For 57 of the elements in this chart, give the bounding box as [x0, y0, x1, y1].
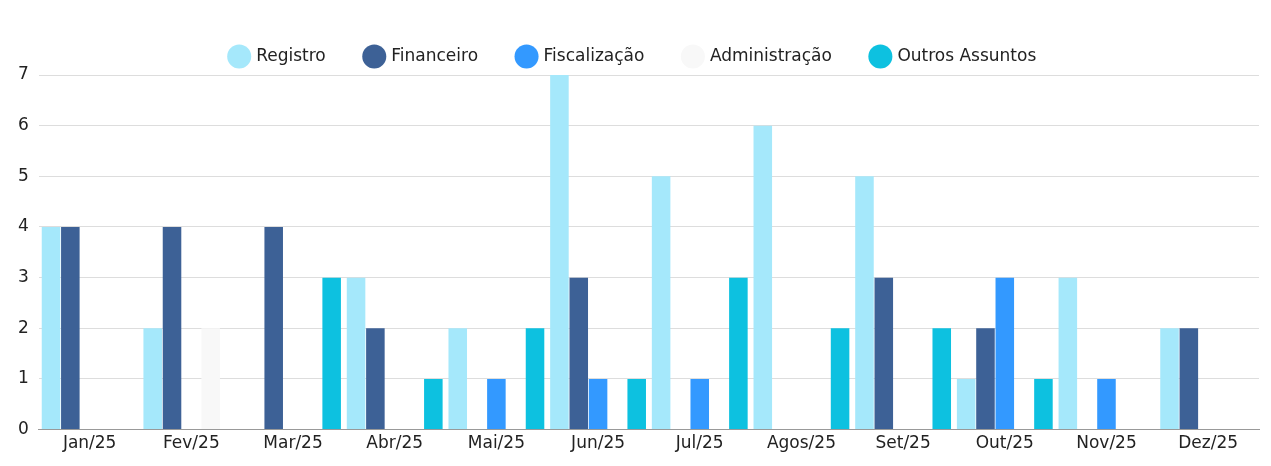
bar — [143, 328, 162, 430]
x-tick-label: Jan/25 — [61, 432, 117, 453]
bar — [346, 277, 366, 430]
y-tick-label: 7 — [17, 63, 29, 84]
y-tick-label: 3 — [17, 266, 29, 287]
bar — [874, 277, 894, 430]
bar — [366, 328, 385, 430]
bar — [627, 378, 646, 430]
x-tick-label: Abr/25 — [366, 432, 424, 453]
bar — [1160, 328, 1179, 430]
bar — [264, 226, 283, 430]
bar — [932, 328, 952, 430]
x-tick-label: Mai/25 — [467, 432, 525, 453]
x-tick-label: Fev/25 — [162, 432, 220, 453]
bar — [525, 328, 545, 430]
legend-label: Outros Assuntos — [897, 44, 1037, 65]
legend-label: Fiscalização — [543, 44, 645, 65]
bar — [588, 378, 608, 430]
y-tick-label: 5 — [17, 164, 29, 185]
bar — [162, 226, 182, 430]
x-tick-label: Out/25 — [975, 432, 1034, 453]
bar — [855, 176, 874, 430]
x-tick-label: Mar/25 — [263, 432, 323, 453]
bar — [753, 125, 773, 430]
y-tick-label: 0 — [17, 418, 29, 439]
bar — [1034, 378, 1053, 430]
x-tick-label: Jul/25 — [674, 432, 724, 453]
bar — [61, 226, 80, 430]
bar — [956, 378, 976, 430]
y-tick-label: 6 — [17, 114, 29, 135]
legend-label: Registro — [256, 44, 326, 65]
bar — [424, 378, 443, 430]
bar — [550, 75, 569, 430]
bar — [976, 328, 995, 430]
x-tick-label: Nov/25 — [1076, 432, 1137, 453]
legend-label: Financeiro — [391, 44, 479, 65]
bar — [322, 277, 341, 430]
bar — [41, 226, 61, 430]
bar — [487, 378, 506, 430]
bar — [651, 176, 671, 430]
bar — [569, 277, 589, 430]
legend-label: Administração — [709, 44, 832, 65]
y-tick-label: 1 — [17, 367, 29, 388]
x-tick-label: Agos/25 — [766, 432, 836, 453]
y-tick-label: 2 — [17, 316, 29, 337]
bar — [729, 277, 748, 430]
x-tick-label: Set/25 — [875, 432, 931, 453]
x-tick-label: Dez/25 — [1178, 432, 1239, 453]
bar — [690, 378, 710, 430]
bar — [830, 328, 850, 430]
bar — [448, 328, 468, 430]
bar — [1058, 277, 1078, 430]
x-tick-label: Jun/25 — [570, 432, 626, 453]
bar — [1097, 378, 1116, 430]
bar — [1179, 328, 1199, 430]
y-tick-label: 4 — [17, 215, 29, 236]
bar — [995, 277, 1015, 430]
